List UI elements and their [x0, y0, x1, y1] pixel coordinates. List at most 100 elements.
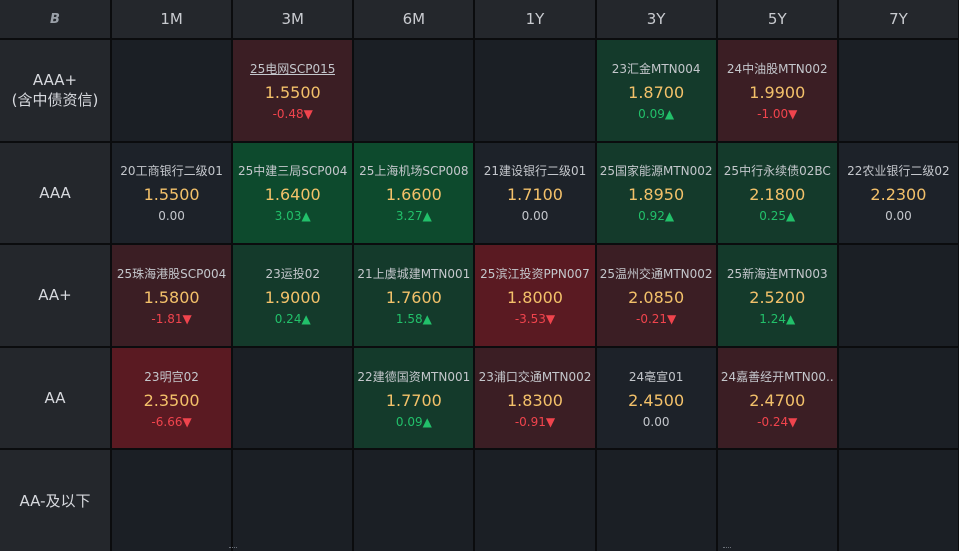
bond-cell[interactable]: 23汇金MTN004 1.8700 0.09▲	[596, 40, 716, 141]
bond-name: 25上海机场SCP008	[359, 164, 469, 179]
row-header: AA+	[0, 245, 110, 346]
row-header: AA-及以下	[0, 450, 110, 551]
bond-cell[interactable]: 22建德国资MTN001 1.7700 0.09▲	[354, 347, 474, 449]
bond-cell[interactable]: 21上虞城建MTN001 1.7600 1.58▲	[354, 245, 474, 346]
bond-cell[interactable]: 23运投02 1.9000 0.24▲	[233, 245, 353, 346]
bond-change: 0.09▲	[638, 106, 675, 121]
bond-cell[interactable]: 22农业银行二级02 2.2300 0.00	[838, 142, 958, 244]
bond-change: -0.21▼	[635, 311, 677, 326]
bond-rate: 1.5800	[143, 287, 200, 307]
bond-cell[interactable]: 25珠海港股SCP004 1.5800 -1.81▼	[112, 245, 232, 346]
bond-rate: 1.7600	[385, 287, 442, 307]
bond-cell[interactable]: 24亳宣01 2.4500 0.00	[596, 347, 716, 449]
column-header-1y[interactable]: 1Y	[475, 0, 595, 38]
empty-cell	[838, 347, 958, 449]
bond-rate: 2.1800	[749, 185, 806, 205]
bond-cell[interactable]: 25新海连MTN003 2.5200 1.24▲	[717, 245, 837, 346]
empty-cell	[596, 450, 716, 551]
bond-change: 0.92▲	[638, 209, 675, 224]
bond-rate: 2.4700	[749, 390, 806, 410]
bond-rate: 2.4500	[628, 390, 685, 410]
bond-rate: 1.8300	[507, 390, 563, 410]
bond-rate: 1.7100	[507, 185, 563, 205]
bond-name: 25温州交通MTN002	[599, 266, 713, 281]
bond-cell[interactable]: 23明宫02 2.3500 -6.66▼	[112, 347, 232, 449]
row-header: AA	[0, 347, 110, 449]
bond-change: -6.66▼	[151, 414, 192, 429]
bond-name: 22建德国资MTN001	[357, 369, 471, 384]
bond-rate: 1.6600	[385, 185, 442, 205]
bond-cell[interactable]: 21建设银行二级01 1.7100 0.00	[475, 142, 595, 244]
bond-change: 1.24▲	[759, 311, 796, 326]
bond-rate: 2.2300	[870, 185, 927, 205]
empty-cell	[838, 450, 958, 551]
bond-cell[interactable]: 25国家能源MTN002 1.8950 0.92▲	[596, 142, 716, 244]
bond-cell[interactable]: 23浦口交通MTN002 1.8300 -0.91▼	[475, 347, 595, 449]
corner-cell: B	[0, 0, 110, 38]
column-header-5y[interactable]: 5Y	[717, 0, 837, 38]
bond-rate: 2.3500	[143, 390, 200, 410]
bond-cell[interactable]: 25电网SCP015 1.5500 -0.48▼	[233, 40, 353, 141]
bond-cell[interactable]: 25温州交通MTN002 2.0850 -0.21▼	[596, 245, 716, 346]
bond-cell[interactable]: 25中行永续债02BC 2.1800 0.25▲	[717, 142, 837, 244]
bond-name: 24嘉善经开MTN00..	[720, 369, 834, 384]
bond-rate: 1.9000	[264, 287, 321, 307]
bond-cell[interactable]: 25滨江投资PPN007 1.8000 -3.53▼	[475, 245, 595, 346]
bond-rate: 1.6400	[264, 185, 321, 205]
bond-change: -3.53▼	[514, 311, 556, 326]
bond-rate: 1.8700	[628, 82, 685, 102]
resize-grip-icon[interactable]	[229, 547, 237, 551]
bond-cell[interactable]: 20工商银行二级01 1.5500 0.00	[112, 142, 232, 244]
bond-name: 24中油股MTN002	[726, 61, 828, 76]
bond-rate: 1.5500	[264, 82, 321, 102]
bond-rate: 1.9900	[749, 82, 806, 102]
bond-change: 0.00	[885, 209, 912, 224]
row-header: AAA	[0, 142, 110, 244]
column-header-1m[interactable]: 1M	[112, 0, 232, 38]
empty-cell	[354, 450, 474, 551]
bond-change: -0.48▼	[272, 106, 313, 121]
bond-rate: 1.8000	[507, 287, 563, 307]
brand-logo-icon: B	[50, 11, 60, 27]
bond-change: -0.24▼	[757, 414, 798, 429]
row-header: AAA+ (含中债资信)	[0, 40, 110, 141]
bond-change: -0.91▼	[514, 414, 556, 429]
column-header-3y[interactable]: 3Y	[596, 0, 716, 38]
empty-cell	[717, 450, 837, 551]
empty-cell	[475, 450, 595, 551]
bond-change: 0.09▲	[395, 414, 432, 429]
empty-cell	[475, 40, 595, 141]
bond-rate: 1.5500	[143, 185, 200, 205]
bond-name: 21建设银行二级01	[483, 164, 587, 179]
bond-name: 20工商银行二级01	[120, 164, 223, 179]
bond-cell[interactable]: 24嘉善经开MTN00.. 2.4700 -0.24▼	[717, 347, 837, 449]
bond-change: 0.00	[521, 209, 549, 224]
column-header-7y[interactable]: 7Y	[838, 0, 958, 38]
column-header-6m[interactable]: 6M	[354, 0, 474, 38]
bond-name: 25新海连MTN003	[726, 266, 828, 281]
empty-cell	[112, 450, 232, 551]
bond-change: 0.00	[642, 414, 670, 429]
bond-cell[interactable]: 25中建三局SCP004 1.6400 3.03▲	[233, 142, 353, 244]
bond-change: 0.24▲	[274, 311, 311, 326]
bond-change: 3.27▲	[395, 209, 432, 224]
column-header-3m[interactable]: 3M	[233, 0, 353, 38]
empty-cell	[112, 40, 232, 141]
bond-name: 25珠海港股SCP004	[116, 266, 227, 281]
bond-name: 25中行永续债02BC	[723, 164, 831, 179]
bond-name: 23浦口交通MTN002	[478, 369, 592, 384]
bond-change: 0.00	[158, 209, 185, 224]
bond-name[interactable]: 25电网SCP015	[250, 61, 336, 76]
bond-cell[interactable]: 25上海机场SCP008 1.6600 3.27▲	[354, 142, 474, 244]
bond-name: 22农业银行二级02	[847, 164, 950, 179]
bond-name: 23汇金MTN004	[611, 61, 701, 76]
bond-cell[interactable]: 24中油股MTN002 1.9900 -1.00▼	[717, 40, 837, 141]
bond-name: 25国家能源MTN002	[599, 164, 713, 179]
bond-name: 23明宫02	[144, 369, 199, 384]
bond-change: -1.81▼	[151, 311, 192, 326]
empty-cell	[838, 245, 958, 346]
empty-cell	[233, 450, 353, 551]
resize-grip-icon[interactable]	[723, 547, 731, 551]
bond-change: 3.03▲	[274, 209, 311, 224]
